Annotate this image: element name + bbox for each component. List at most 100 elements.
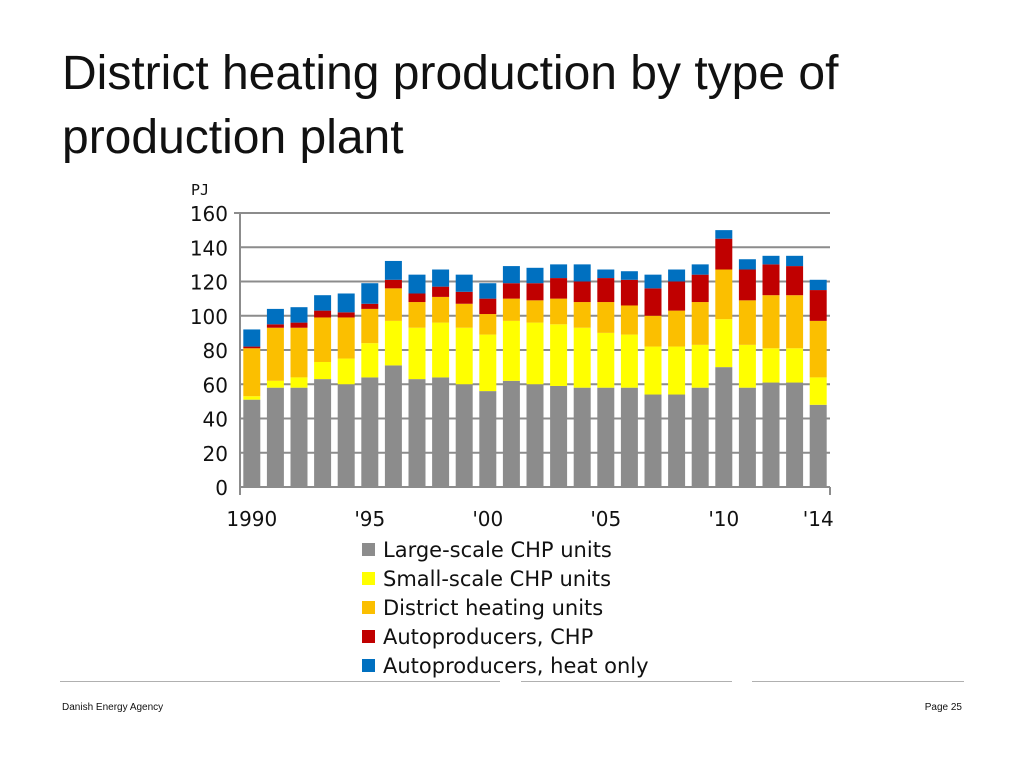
- bar-1997-series-2: [408, 302, 426, 328]
- bar-2001-series-4: [502, 266, 520, 284]
- bar-2006-series-3: [620, 279, 638, 306]
- bar-stack-2012: [762, 255, 780, 487]
- x-tick-label: '05: [590, 507, 621, 531]
- bar-1994-series-1: [337, 358, 355, 385]
- legend-item: Autoproducers, heat only: [362, 651, 649, 680]
- bars: [243, 230, 827, 487]
- bar-1991-series-1: [266, 380, 284, 388]
- bar-2009-series-3: [691, 274, 709, 303]
- legend-swatch: [362, 543, 375, 556]
- bar-1993-series-4: [314, 295, 332, 311]
- x-tick-label: '00: [472, 507, 503, 531]
- bar-1999-series-1: [455, 327, 473, 385]
- bar-2013-series-1: [786, 348, 804, 383]
- bar-1992-series-1: [290, 377, 308, 388]
- legend-item: Autoproducers, CHP: [362, 622, 649, 651]
- y-tick-label: 100: [190, 305, 228, 329]
- bar-1995-series-3: [361, 303, 379, 309]
- axes: [234, 212, 831, 495]
- bar-stack-2005: [597, 269, 615, 487]
- bar-2005-series-0: [597, 387, 615, 487]
- bar-2010-series-1: [715, 319, 733, 368]
- bar-stack-2007: [644, 274, 662, 487]
- bar-2011-series-3: [738, 269, 756, 301]
- y-tick-label: 40: [203, 408, 228, 432]
- bar-stack-2011: [738, 259, 756, 487]
- bar-1996-series-3: [384, 279, 402, 289]
- bar-2001-series-1: [502, 320, 520, 381]
- bar-2003-series-1: [550, 324, 568, 386]
- bar-2011-series-4: [738, 259, 756, 270]
- x-tick-label: '10: [708, 507, 739, 531]
- bar-2006-series-1: [620, 334, 638, 388]
- bar-2004-series-0: [573, 387, 591, 487]
- bar-2014-series-2: [809, 320, 827, 378]
- bar-2000-series-1: [479, 334, 497, 392]
- bar-1991-series-2: [266, 327, 284, 381]
- bar-2007-series-3: [644, 288, 662, 316]
- bar-stack-2010: [715, 230, 733, 487]
- bar-2014-series-1: [809, 377, 827, 405]
- bar-2012-series-0: [762, 382, 780, 487]
- bar-2006-series-0: [620, 387, 638, 487]
- bar-1992-series-0: [290, 387, 308, 487]
- bar-2008-series-3: [668, 281, 686, 311]
- bar-2008-series-2: [668, 310, 686, 347]
- bar-1994-series-3: [337, 312, 355, 318]
- bar-1997-series-4: [408, 274, 426, 294]
- bar-1999-series-3: [455, 291, 473, 304]
- bar-1990-series-1: [243, 396, 261, 400]
- legend-label: Autoproducers, CHP: [383, 624, 594, 649]
- bar-stack-2001: [502, 266, 520, 487]
- legend-swatch: [362, 601, 375, 614]
- bar-2013-series-3: [786, 266, 804, 296]
- bar-2008-series-4: [668, 269, 686, 282]
- bar-2001-series-0: [502, 380, 520, 487]
- bar-1992-series-3: [290, 322, 308, 328]
- bar-2012-series-3: [762, 264, 780, 296]
- legend-label: Autoproducers, heat only: [383, 653, 649, 678]
- bar-stack-2009: [691, 264, 709, 487]
- bar-2000-series-0: [479, 391, 497, 487]
- footer-page-number: Page 25: [924, 702, 962, 713]
- bar-stack-2014: [809, 279, 827, 487]
- bar-1998-series-0: [432, 377, 450, 487]
- bar-2002-series-2: [526, 300, 544, 323]
- bar-2005-series-1: [597, 332, 615, 388]
- bar-stack-1994: [337, 293, 355, 487]
- bar-1998-series-1: [432, 322, 450, 378]
- bar-2008-series-0: [668, 394, 686, 487]
- bar-2009-series-4: [691, 264, 709, 275]
- bar-2010-series-0: [715, 367, 733, 487]
- bar-2005-series-4: [597, 269, 615, 279]
- bar-2000-series-2: [479, 314, 497, 335]
- footer-divider-left: [60, 681, 500, 682]
- legend-swatch: [362, 630, 375, 643]
- legend: Large-scale CHP units Small-scale CHP uni…: [362, 535, 649, 680]
- slide-title: District heating production by type of p…: [62, 47, 839, 164]
- bar-1996-series-4: [384, 260, 402, 280]
- bar-2007-series-1: [644, 346, 662, 395]
- bar-2014-series-0: [809, 404, 827, 487]
- legend-label: Large-scale CHP units: [383, 537, 612, 562]
- bar-2002-series-0: [526, 384, 544, 487]
- bar-1997-series-3: [408, 293, 426, 303]
- bar-2012-series-2: [762, 295, 780, 349]
- bar-stack-2008: [668, 269, 686, 487]
- bar-2010-series-3: [715, 238, 733, 270]
- bar-2014-series-3: [809, 290, 827, 321]
- bar-2010-series-2: [715, 269, 733, 320]
- bar-2007-series-2: [644, 315, 662, 347]
- legend-label: Small-scale CHP units: [383, 566, 612, 591]
- bar-2005-series-2: [597, 302, 615, 333]
- bar-1990-series-3: [243, 346, 261, 349]
- bar-1990-series-4: [243, 329, 261, 347]
- y-tick-label: 20: [203, 442, 228, 466]
- bar-2003-series-3: [550, 278, 568, 299]
- bar-2008-series-1: [668, 346, 686, 395]
- bar-1995-series-2: [361, 308, 379, 344]
- bar-2003-series-0: [550, 385, 568, 487]
- bar-2007-series-4: [644, 274, 662, 289]
- bar-1994-series-2: [337, 317, 355, 359]
- legend-item: Small-scale CHP units: [362, 564, 649, 593]
